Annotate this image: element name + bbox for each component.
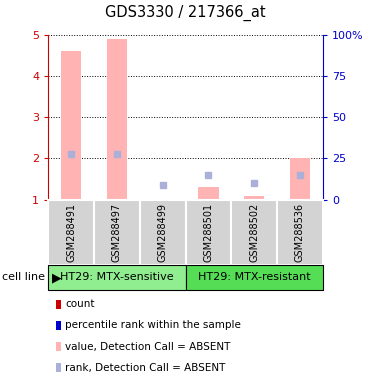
Bar [186,265,323,290]
Bar [48,200,94,265]
Text: GSM288497: GSM288497 [112,203,122,262]
Bar [106,39,127,200]
Bar [198,187,219,200]
Text: GSM288491: GSM288491 [66,203,76,262]
Bar [277,200,323,265]
Text: cell line: cell line [1,272,45,283]
Text: ▶: ▶ [52,271,62,284]
Bar [186,200,231,265]
Bar [94,200,140,265]
Bar [48,265,186,290]
Text: GDS3330 / 217366_at: GDS3330 / 217366_at [105,5,266,21]
Text: HT29: MTX-resistant: HT29: MTX-resistant [198,272,311,283]
Bar [140,200,186,265]
Text: HT29: MTX-sensitive: HT29: MTX-sensitive [60,272,174,283]
Text: value, Detection Call = ABSENT: value, Detection Call = ABSENT [65,341,230,352]
Bar [231,200,277,265]
Bar [61,51,81,200]
Text: GSM288536: GSM288536 [295,203,305,262]
Text: count: count [65,299,95,310]
Text: GSM288501: GSM288501 [203,203,213,262]
Bar [290,159,310,200]
Text: rank, Detection Call = ABSENT: rank, Detection Call = ABSENT [65,362,226,373]
Text: percentile rank within the sample: percentile rank within the sample [65,320,241,331]
Text: GSM288499: GSM288499 [158,203,168,262]
Text: GSM288502: GSM288502 [249,203,259,262]
Bar [244,195,265,200]
